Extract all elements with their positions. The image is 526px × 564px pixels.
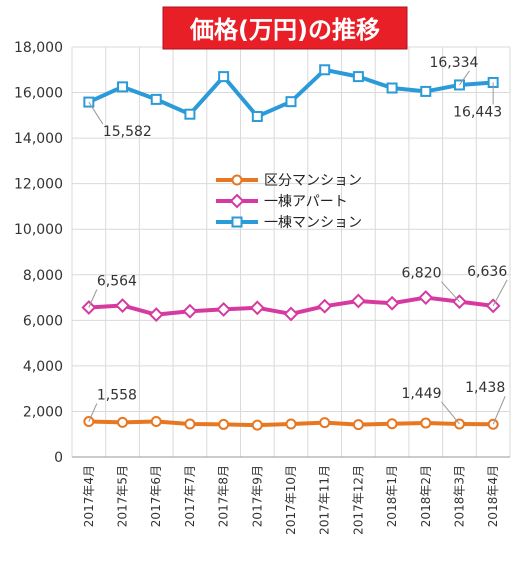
legend-swatch-marker xyxy=(229,193,245,209)
annotation-leader xyxy=(459,70,470,86)
data-point xyxy=(148,307,164,323)
data-point xyxy=(117,416,129,428)
legend-swatch-marker xyxy=(231,216,243,228)
data-label: 6,564 xyxy=(97,273,137,289)
title-background xyxy=(162,6,408,50)
series-line xyxy=(88,67,494,119)
data-label: 15,582 xyxy=(103,124,152,140)
data-label: 16,443 xyxy=(453,104,502,120)
x-tick-label: 2017年10月 xyxy=(284,465,298,535)
data-point xyxy=(117,81,129,93)
y-tick-label: 10,000 xyxy=(14,222,63,238)
data-point xyxy=(384,295,400,311)
y-tick-label: 14,000 xyxy=(14,131,63,147)
legend-swatch-marker xyxy=(231,174,243,186)
data-point xyxy=(285,418,297,430)
data-label: 1,558 xyxy=(97,388,137,404)
data-point xyxy=(249,300,265,316)
data-label: 1,438 xyxy=(465,380,505,396)
data-label: 1,449 xyxy=(401,386,441,402)
legend-label: 一棟マンション xyxy=(264,215,362,231)
data-point xyxy=(251,110,263,122)
data-point xyxy=(352,71,364,83)
data-point xyxy=(319,64,331,76)
data-point xyxy=(182,303,198,319)
data-point xyxy=(218,418,230,430)
data-point xyxy=(115,298,130,313)
y-tick-label: 16,000 xyxy=(14,86,63,102)
y-tick-label: 6,000 xyxy=(23,313,63,329)
y-tick-label: 8,000 xyxy=(23,268,63,284)
x-axis: 2017年4月 2017年5月 2017年6月 2017年7月 2017年8月 2017年… xyxy=(72,456,510,535)
gridlines xyxy=(71,46,511,458)
y-axis: 0 2,000 4,000 6,000 8,000 10,000 12,000 14,000 1… xyxy=(14,40,63,466)
legend-label: 区分マンション xyxy=(264,173,362,189)
data-point xyxy=(420,85,432,97)
annotation-leader xyxy=(441,401,460,425)
x-tick-label: 2018年3月 xyxy=(452,465,466,527)
x-tick-label: 2017年6月 xyxy=(149,465,163,527)
x-tick-label: 2017年11月 xyxy=(318,465,332,535)
x-tick-label: 2017年7月 xyxy=(183,465,197,527)
data-point xyxy=(319,417,331,429)
data-point xyxy=(317,298,333,314)
data-label: 6,820 xyxy=(401,266,441,282)
x-tick-label: 2018年2月 xyxy=(419,465,433,527)
x-tick-label: 2017年8月 xyxy=(217,465,231,527)
data-point xyxy=(386,82,398,94)
chart-title: 価格(万円)の推移 xyxy=(189,16,380,44)
y-tick-label: 18,000 xyxy=(14,40,63,56)
data-point xyxy=(418,290,434,305)
data-point xyxy=(184,108,196,120)
data-point xyxy=(150,415,162,427)
annotations-layer: 15,582 16,334 16,443 6,564 6,820 6,636 1,558 1,… xyxy=(88,55,508,425)
x-tick-label: 2017年5月 xyxy=(116,465,130,527)
data-point xyxy=(251,419,263,431)
annotation-leader xyxy=(88,403,98,422)
annotation-leader xyxy=(492,396,506,425)
data-point xyxy=(283,306,299,322)
annotation-leader xyxy=(492,279,508,307)
x-tick-label: 2017年4月 xyxy=(82,465,96,527)
series-layer xyxy=(81,64,501,431)
y-tick-label: 12,000 xyxy=(14,177,63,193)
x-tick-label: 2017年12月 xyxy=(351,465,365,535)
y-tick-label: 0 xyxy=(54,450,63,466)
annotation-leader xyxy=(88,289,98,308)
data-label: 16,334 xyxy=(429,55,478,71)
data-point xyxy=(218,71,230,83)
annotation-leader xyxy=(88,101,104,125)
data-point xyxy=(150,93,162,105)
x-tick-label: 2018年4月 xyxy=(486,465,500,527)
chart-title-box: 価格(万円)の推移 xyxy=(162,6,408,50)
x-tick-label: 2017年9月 xyxy=(250,465,264,527)
data-point xyxy=(386,418,398,430)
y-tick-label: 2,000 xyxy=(23,404,63,420)
x-tick-label: 2018年1月 xyxy=(385,465,399,527)
data-point xyxy=(420,417,432,429)
annotation-leader xyxy=(441,281,460,302)
y-tick-label: 4,000 xyxy=(23,359,63,375)
data-point xyxy=(350,293,366,309)
data-point xyxy=(216,301,232,317)
data-point xyxy=(352,419,364,431)
legend-label: 一棟アパート xyxy=(264,194,348,210)
data-point xyxy=(184,418,196,430)
data-point xyxy=(285,96,297,108)
data-label: 6,636 xyxy=(467,264,507,280)
